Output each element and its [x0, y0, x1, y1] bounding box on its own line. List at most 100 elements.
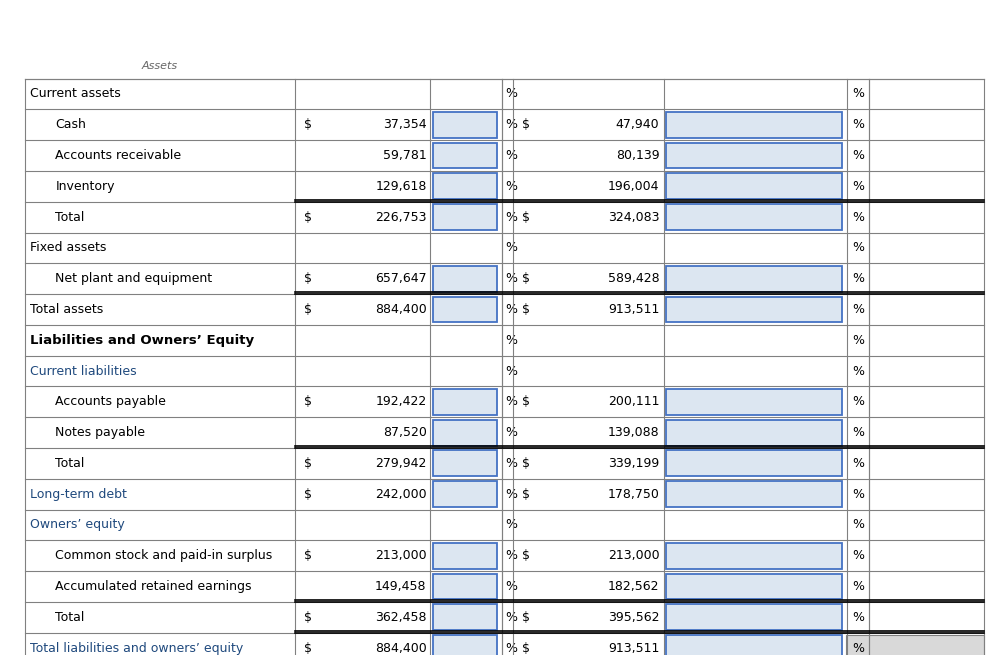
Text: %: % — [852, 396, 864, 408]
Text: Total liabilities and owners’ equity: Total liabilities and owners’ equity — [30, 642, 243, 654]
Text: 192,422: 192,422 — [375, 396, 427, 408]
Text: $: $ — [304, 642, 312, 654]
Bar — [666, 605, 842, 630]
Text: 87,520: 87,520 — [382, 426, 427, 439]
Text: 47,940: 47,940 — [616, 119, 659, 131]
Text: Total assets: Total assets — [30, 303, 104, 316]
Text: Liabilities and Owners’ Equity: Liabilities and Owners’ Equity — [30, 334, 255, 346]
Text: $: $ — [521, 642, 529, 654]
Text: %: % — [852, 457, 864, 470]
Text: Total: Total — [55, 611, 85, 624]
Text: 129,618: 129,618 — [375, 180, 427, 193]
Text: 913,511: 913,511 — [608, 642, 659, 654]
Text: %: % — [852, 550, 864, 562]
Text: %: % — [506, 334, 517, 346]
Text: Accounts payable: Accounts payable — [55, 396, 166, 408]
Text: $: $ — [304, 457, 312, 470]
Text: $: $ — [521, 119, 529, 131]
Text: Assets: Assets — [142, 61, 178, 71]
Text: %: % — [852, 488, 864, 500]
Text: %: % — [506, 519, 517, 531]
Text: $: $ — [521, 211, 529, 223]
Bar — [666, 112, 842, 138]
Text: 279,942: 279,942 — [375, 457, 427, 470]
Text: 37,354: 37,354 — [383, 119, 427, 131]
Text: Accumulated retained earnings: Accumulated retained earnings — [55, 580, 252, 593]
Text: $: $ — [304, 211, 312, 223]
Text: %: % — [852, 88, 864, 100]
Text: $: $ — [304, 119, 312, 131]
Bar — [433, 174, 497, 199]
Text: $: $ — [521, 303, 529, 316]
Text: 324,083: 324,083 — [608, 211, 659, 223]
Text: %: % — [506, 119, 517, 131]
Text: %: % — [852, 365, 864, 377]
Text: %: % — [852, 272, 864, 285]
Bar — [433, 574, 497, 599]
Bar — [666, 635, 842, 655]
Text: 395,562: 395,562 — [608, 611, 659, 624]
Text: Total: Total — [55, 457, 85, 470]
Bar — [666, 143, 842, 168]
Text: %: % — [852, 519, 864, 531]
Text: %: % — [506, 488, 517, 500]
Text: $: $ — [521, 488, 529, 500]
Text: 178,750: 178,750 — [608, 488, 659, 500]
Text: %: % — [506, 180, 517, 193]
Text: Long-term debt: Long-term debt — [30, 488, 127, 500]
Text: 339,199: 339,199 — [608, 457, 659, 470]
Text: 913,511: 913,511 — [608, 303, 659, 316]
Text: %: % — [506, 88, 517, 100]
Bar — [433, 543, 497, 569]
Text: %: % — [506, 642, 517, 654]
Text: Fixed assets: Fixed assets — [30, 242, 107, 254]
Text: Net plant and equipment: Net plant and equipment — [55, 272, 212, 285]
Text: %: % — [506, 242, 517, 254]
Text: $: $ — [304, 303, 312, 316]
Text: 242,000: 242,000 — [375, 488, 427, 500]
Bar — [666, 420, 842, 445]
Bar — [433, 143, 497, 168]
Text: 200,111: 200,111 — [608, 396, 659, 408]
Text: $: $ — [304, 550, 312, 562]
Bar — [666, 174, 842, 199]
Text: %: % — [852, 642, 864, 654]
Text: %: % — [852, 119, 864, 131]
Text: 226,753: 226,753 — [375, 211, 427, 223]
Text: 149,458: 149,458 — [375, 580, 427, 593]
Text: %: % — [506, 303, 517, 316]
Text: %: % — [852, 180, 864, 193]
Text: 139,088: 139,088 — [608, 426, 659, 439]
Text: 196,004: 196,004 — [608, 180, 659, 193]
Text: %: % — [852, 149, 864, 162]
Text: 80,139: 80,139 — [616, 149, 659, 162]
Bar — [666, 574, 842, 599]
Text: Owners’ equity: Owners’ equity — [30, 519, 125, 531]
Text: %: % — [852, 242, 864, 254]
Text: $: $ — [304, 488, 312, 500]
Bar — [433, 451, 497, 476]
Text: 213,000: 213,000 — [608, 550, 659, 562]
Bar — [433, 635, 497, 655]
Text: $: $ — [521, 396, 529, 408]
Text: $: $ — [521, 457, 529, 470]
Bar — [433, 481, 497, 507]
Text: %: % — [506, 611, 517, 624]
Bar — [666, 297, 842, 322]
Bar — [666, 481, 842, 507]
Text: %: % — [506, 550, 517, 562]
Text: Notes payable: Notes payable — [55, 426, 145, 439]
Text: $: $ — [521, 550, 529, 562]
Text: $: $ — [521, 272, 529, 285]
Text: %: % — [852, 211, 864, 223]
Text: 213,000: 213,000 — [375, 550, 427, 562]
Text: %: % — [852, 426, 864, 439]
Bar — [433, 112, 497, 138]
Text: %: % — [506, 457, 517, 470]
Bar — [433, 297, 497, 322]
Text: $: $ — [304, 611, 312, 624]
Text: %: % — [852, 334, 864, 346]
Text: %: % — [506, 580, 517, 593]
Text: 362,458: 362,458 — [375, 611, 427, 624]
Bar — [846, 635, 984, 655]
